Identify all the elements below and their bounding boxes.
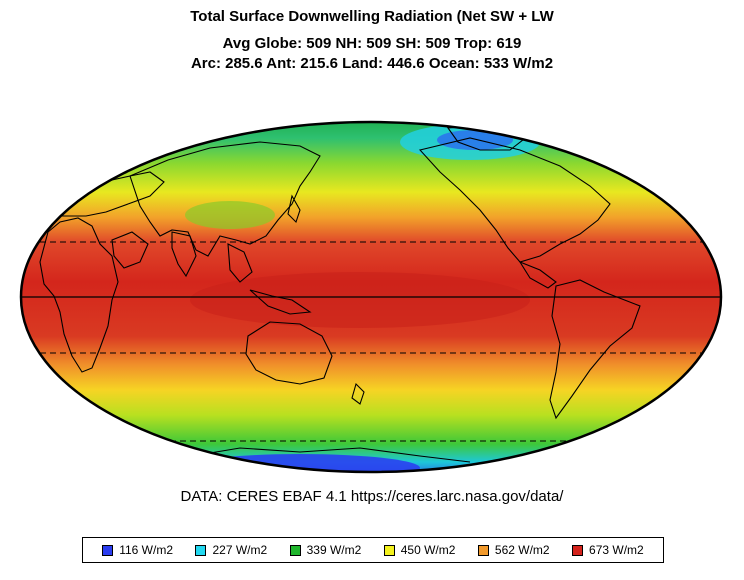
antarctica-outline	[179, 447, 471, 463]
japan-outline	[287, 194, 301, 224]
color-legend: 116 W/m2 227 W/m2 339 W/m2 450 W/m2 562 …	[82, 537, 664, 563]
legend-label: 227 W/m2	[212, 543, 268, 557]
legend-swatch	[102, 544, 114, 556]
africa-outline	[39, 217, 119, 373]
legend-label: 339 W/m2	[306, 543, 362, 557]
north-america-outline	[418, 137, 611, 263]
legend-swatch	[289, 544, 301, 556]
legend-swatch	[477, 544, 489, 556]
arabia-outline	[111, 231, 149, 269]
tibet-cool-region	[185, 201, 275, 229]
central-america-outline	[518, 260, 557, 289]
map-subtitle-regions: Arc: 285.6 Ant: 215.6 Land: 446.6 Ocean:…	[190, 55, 554, 72]
south-america-outline	[549, 279, 641, 420]
legend-label: 450 W/m2	[400, 543, 456, 557]
australia-outline	[245, 321, 333, 385]
legend-swatch	[572, 544, 584, 556]
se-asia-outline	[227, 243, 253, 283]
legend-item: 227 W/m2	[195, 543, 267, 557]
indonesia-outline	[249, 289, 312, 315]
legend-label: 562 W/m2	[494, 543, 550, 557]
legend-item: 562 W/m2	[477, 543, 550, 557]
map-subtitle-averages: Avg Globe: 509 NH: 509 SH: 509 Trop: 619	[222, 35, 522, 52]
legend-item: 673 W/m2	[572, 543, 644, 557]
greenland-cold-core	[437, 130, 513, 150]
legend-item: 450 W/m2	[383, 543, 456, 557]
warm-pool	[190, 272, 530, 328]
legend-swatch	[195, 544, 207, 556]
india-outline	[171, 231, 197, 278]
legend-swatch	[383, 544, 395, 556]
legend-item: 116 W/m2	[102, 543, 173, 557]
mollweide-map	[19, 120, 723, 474]
asia-outline	[129, 141, 321, 257]
legend-label: 116 W/m2	[119, 543, 174, 557]
legend-item: 339 W/m2	[289, 543, 362, 557]
map-border	[19, 120, 723, 474]
map-title: Total Surface Downwelling Radiation (Net…	[190, 8, 554, 25]
legend-label: 673 W/m2	[589, 543, 644, 557]
data-source-text: DATA: CERES EBAF 4.1 https://ceres.larc.…	[180, 488, 564, 505]
new-zealand-outline	[351, 382, 365, 405]
